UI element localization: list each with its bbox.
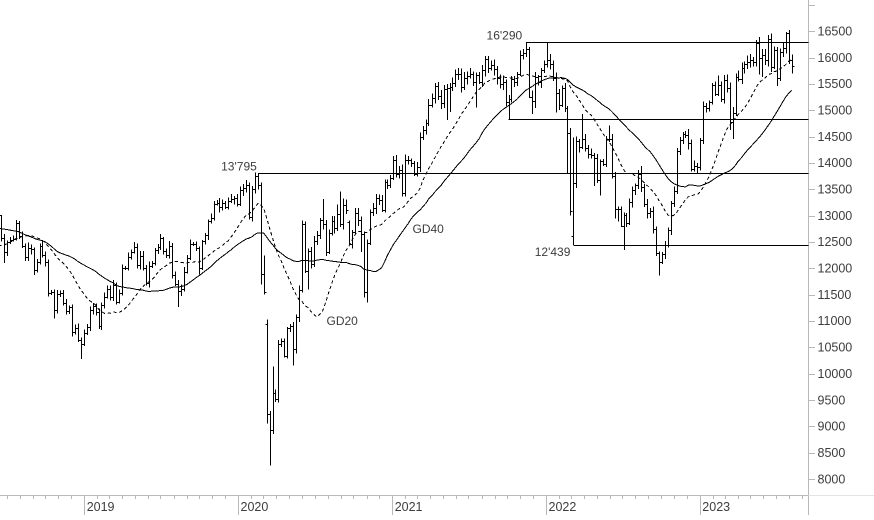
svg-text:8500: 8500 [818, 446, 846, 460]
svg-text:2019: 2019 [87, 500, 115, 514]
svg-text:9000: 9000 [818, 420, 846, 434]
svg-text:2023: 2023 [702, 500, 730, 514]
svg-text:15000: 15000 [818, 104, 853, 118]
svg-text:15500: 15500 [818, 77, 853, 91]
svg-text:11000: 11000 [818, 314, 852, 328]
svg-text:10500: 10500 [818, 341, 853, 355]
svg-text:2021: 2021 [395, 500, 423, 514]
svg-text:11500: 11500 [818, 288, 852, 302]
svg-text:12500: 12500 [818, 235, 853, 249]
svg-text:16000: 16000 [818, 51, 853, 65]
svg-text:12000: 12000 [818, 262, 853, 276]
svg-text:9500: 9500 [818, 393, 846, 407]
svg-text:8000: 8000 [818, 472, 846, 486]
svg-text:16500: 16500 [818, 24, 853, 38]
svg-text:16'290: 16'290 [487, 29, 523, 43]
svg-text:GD40: GD40 [413, 222, 445, 236]
svg-text:14500: 14500 [818, 130, 853, 144]
svg-text:2020: 2020 [241, 500, 269, 514]
svg-text:13'795: 13'795 [221, 160, 257, 174]
svg-text:13000: 13000 [818, 209, 853, 223]
svg-text:12'439: 12'439 [535, 245, 571, 259]
svg-text:GD20: GD20 [327, 314, 359, 328]
svg-text:2022: 2022 [549, 500, 577, 514]
svg-text:13500: 13500 [818, 183, 853, 197]
svg-text:14000: 14000 [818, 156, 853, 170]
svg-text:10000: 10000 [818, 367, 853, 381]
